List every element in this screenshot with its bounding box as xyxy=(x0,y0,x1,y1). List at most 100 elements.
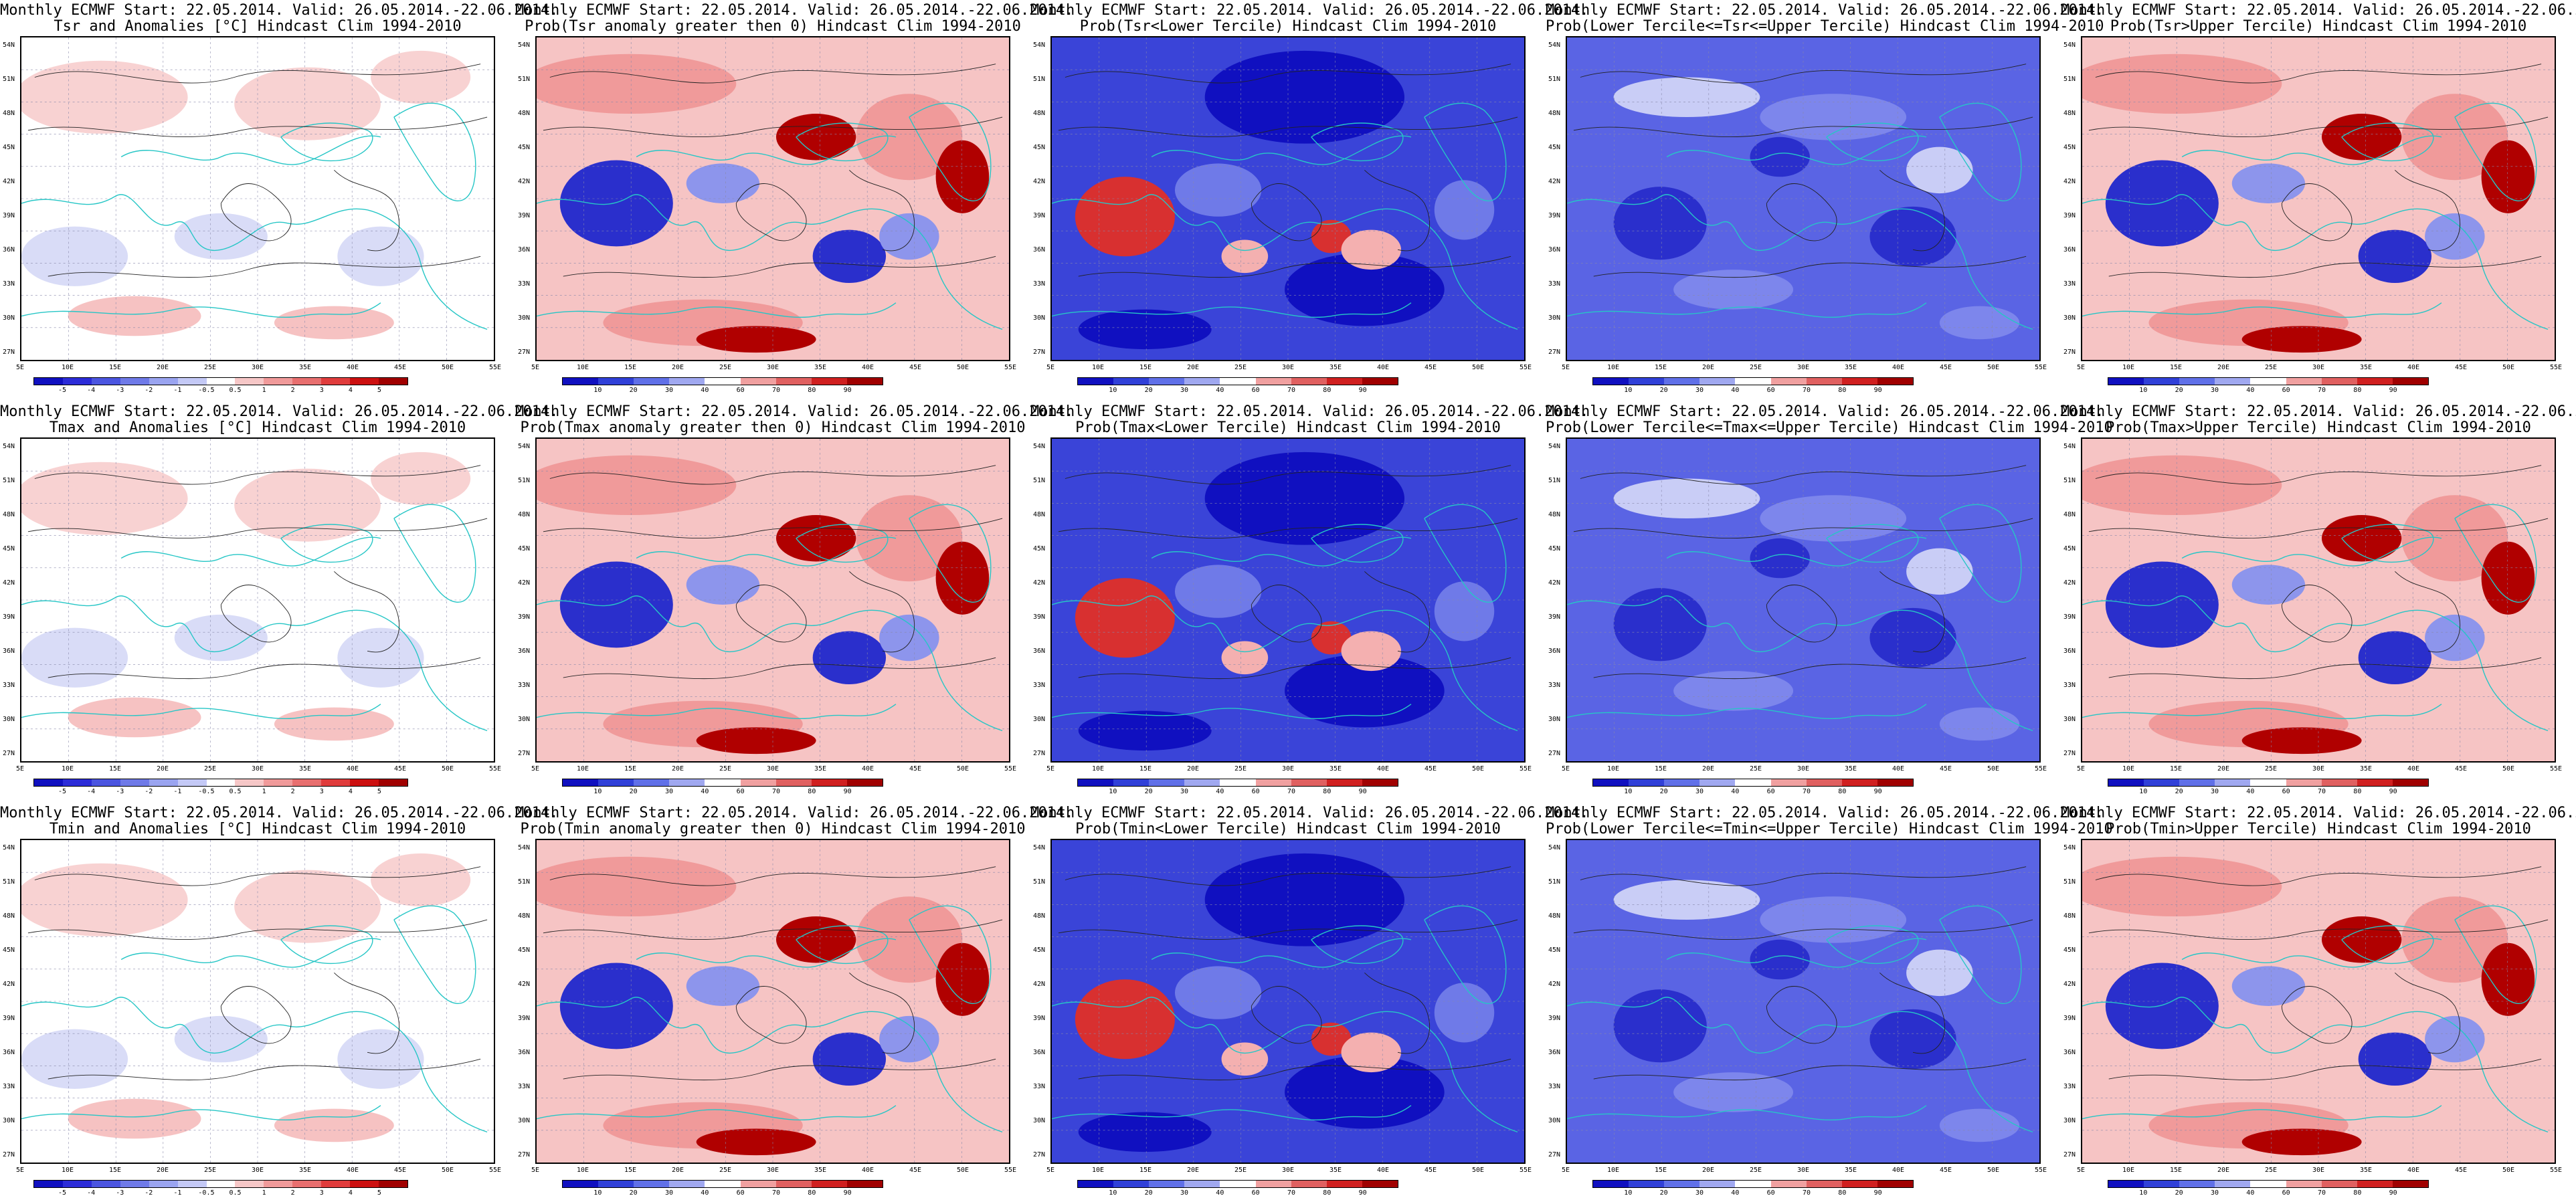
longitude-label: 10E xyxy=(2122,1167,2135,1174)
longitude-label: 10E xyxy=(1091,765,1105,773)
longitude-label: 45E xyxy=(1424,1167,1437,1174)
latitude-label: 42N xyxy=(518,579,531,587)
colorbar-tick-label: 1 xyxy=(262,1189,266,1197)
coastline-path xyxy=(537,595,883,653)
shaded-region xyxy=(696,326,816,353)
latitude-label: 42N xyxy=(1548,178,1561,185)
colorbar-segment xyxy=(1664,378,1700,385)
forecast-map xyxy=(2081,437,2556,763)
shaded-region xyxy=(1285,253,1445,326)
colorbar-tick-label: 40 xyxy=(1216,1189,1224,1197)
latitude-label: 51N xyxy=(3,878,15,886)
colorbar xyxy=(1592,377,1914,385)
map-field-svg xyxy=(1052,439,1524,761)
latitude-label: 45N xyxy=(518,946,531,954)
colorbar-segment xyxy=(634,1181,670,1187)
shaded-region xyxy=(1075,578,1175,658)
contour-line xyxy=(1573,116,2033,138)
colorbar-segment xyxy=(634,779,670,786)
shaded-region xyxy=(1434,581,1495,641)
shaded-region xyxy=(1204,50,1405,144)
coastline-path xyxy=(1424,504,1507,603)
shaded-region xyxy=(686,163,760,203)
coastline-path xyxy=(796,122,889,162)
latitude-label: 36N xyxy=(2063,246,2076,254)
longitude-label: 55E xyxy=(488,1167,502,1174)
colorbar-segment xyxy=(2179,378,2215,385)
shaded-region xyxy=(935,541,990,615)
colorbar-segment xyxy=(740,1181,776,1187)
colorbar-segment xyxy=(2321,779,2357,786)
longitude-label: 55E xyxy=(2549,364,2563,371)
colorbar-tick-label: 40 xyxy=(2246,387,2255,394)
longitude-label: 35E xyxy=(814,364,827,371)
latitude-label: 54N xyxy=(1033,844,1046,851)
longitude-label: 50E xyxy=(441,1167,454,1174)
colorbar-segment xyxy=(2108,378,2144,385)
colorbar-tick-label: 30 xyxy=(664,387,674,394)
forecast-panel-p15: Monthly ECMWF Start: 22.05.2014. Valid: … xyxy=(2061,803,2576,1204)
longitude-label: 30E xyxy=(251,1167,264,1174)
coastline-path xyxy=(280,925,373,965)
shaded-region xyxy=(1341,631,1402,672)
contour-line xyxy=(1580,465,2027,485)
latitude-label: 39N xyxy=(1033,212,1046,219)
colorbar-segment xyxy=(235,779,264,786)
longitude-label: 45E xyxy=(1424,765,1437,773)
colorbar-tick-label: -3 xyxy=(116,788,124,795)
forecast-map xyxy=(20,839,495,1164)
colorbar-segment xyxy=(1078,779,1114,786)
longitude-label: 30E xyxy=(2312,1167,2325,1174)
latitude-label: 48N xyxy=(1033,511,1046,518)
colorbar-segment xyxy=(1806,1181,1842,1187)
map-field-svg xyxy=(1567,37,2039,360)
longitude-label: 30E xyxy=(2312,364,2325,371)
colorbar-tick-label: 80 xyxy=(1838,387,1847,394)
colorbar-segment xyxy=(91,1181,120,1187)
coastline-path xyxy=(1052,997,1398,1054)
latitude-label: 51N xyxy=(1033,76,1046,83)
latitude-label: 48N xyxy=(1548,511,1561,518)
panel-title-line1: Monthly ECMWF Start: 22.05.2014. Valid: … xyxy=(2061,403,2576,420)
longitude-label: 35E xyxy=(1329,1167,1342,1174)
longitude-label: 5E xyxy=(1046,364,1055,371)
longitude-label: 25E xyxy=(203,765,217,773)
colorbar-tick-label: -1 xyxy=(173,1189,182,1197)
colorbar-tick-label: 90 xyxy=(1873,788,1882,795)
colorbar-segment xyxy=(1255,378,1291,385)
longitude-label: 40E xyxy=(1892,364,1905,371)
latitude-label: 33N xyxy=(1033,280,1046,288)
coastline-path xyxy=(882,1012,1003,1133)
longitude-label: 15E xyxy=(624,765,637,773)
longitude-label: 45E xyxy=(1939,1167,1952,1174)
latitude-label: 33N xyxy=(1033,682,1046,689)
shaded-region xyxy=(2241,727,2362,755)
map-field-svg xyxy=(2082,840,2555,1163)
colorbar-segment xyxy=(1362,779,1398,786)
colorbar-tick-label: 30 xyxy=(2210,788,2219,795)
shaded-region xyxy=(559,561,673,648)
longitude-label: 50E xyxy=(1987,1167,2000,1174)
longitude-label: 25E xyxy=(719,1167,732,1174)
latitude-label: 42N xyxy=(2063,981,2076,988)
colorbar-segment xyxy=(1326,779,1362,786)
shaded-region xyxy=(2358,229,2432,283)
longitude-label: 40E xyxy=(346,1167,359,1174)
contour-line xyxy=(1078,657,1511,680)
longitude-label: 10E xyxy=(576,1167,589,1174)
colorbar-segment xyxy=(2286,378,2322,385)
colorbar-tick-label: 30 xyxy=(664,788,674,795)
contour-line xyxy=(1593,1058,2027,1081)
longitude-label: 45E xyxy=(393,1167,407,1174)
shaded-region xyxy=(2231,966,2306,1006)
longitude-label: 45E xyxy=(909,765,922,773)
shaded-region xyxy=(2425,1015,2485,1063)
colorbar-segment xyxy=(598,1181,634,1187)
longitude-label: 25E xyxy=(2264,1167,2278,1174)
shaded-region xyxy=(274,306,394,340)
colorbar-segment xyxy=(1629,1181,1665,1187)
colorbar-tick-label: -2 xyxy=(145,1189,153,1197)
latitude-label: 39N xyxy=(3,212,15,219)
coastline-path xyxy=(1666,938,1927,968)
latitude-label: 27N xyxy=(1033,750,1046,757)
